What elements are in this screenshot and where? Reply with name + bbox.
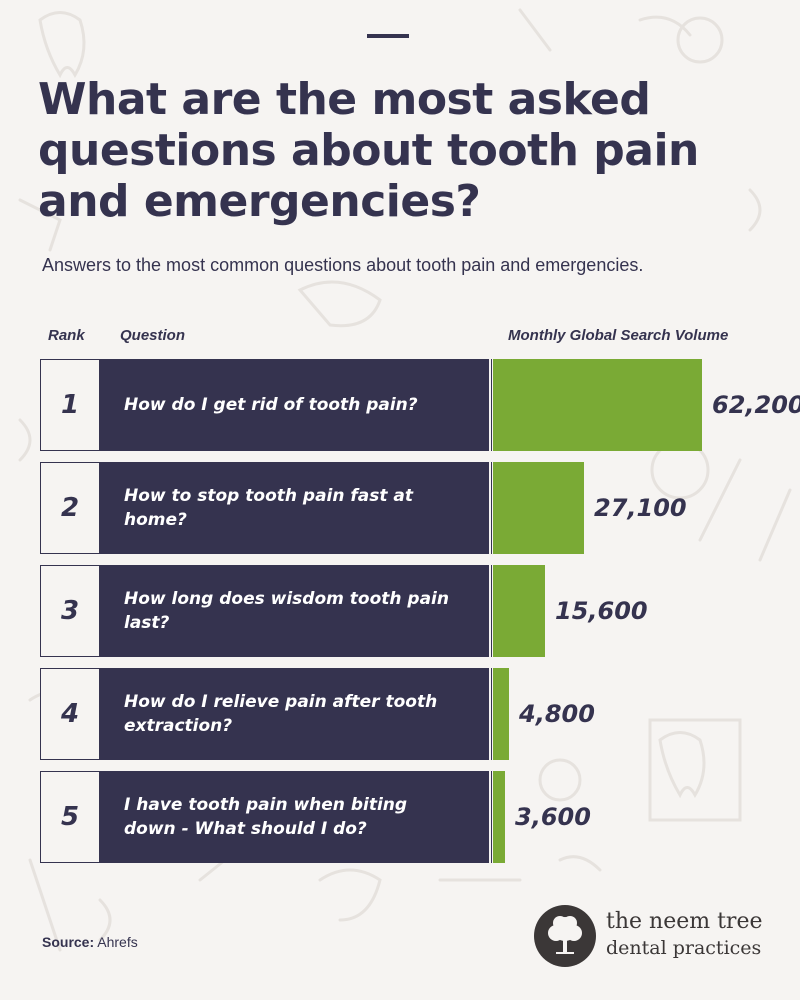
- question-label-box: How long does wisdom tooth pain last?: [100, 565, 489, 657]
- tree-icon: [534, 905, 596, 967]
- source-note: Source: Ahrefs: [42, 934, 138, 950]
- rank-number: 2: [40, 462, 100, 554]
- question-label-box: How do I get rid of tooth pain?: [100, 359, 489, 451]
- rank-number: 4: [40, 668, 100, 760]
- question-label: How to stop tooth pain fast at home?: [124, 486, 414, 530]
- source-label: Source:: [42, 934, 95, 950]
- bar-baseline: [491, 462, 492, 554]
- page-subtitle: Answers to the most common questions abo…: [42, 255, 644, 275]
- brand-logo: the neem tree dental practices: [534, 905, 774, 969]
- source-value: Ahrefs: [97, 934, 138, 950]
- volume-column-header: Monthly Global Search Volume: [508, 327, 729, 344]
- bar-value-label: 3,600: [515, 803, 591, 831]
- bar: [493, 359, 702, 451]
- bar-baseline: [491, 771, 492, 863]
- bar-baseline: [491, 668, 492, 760]
- question-label: I have tooth pain when biting down - Wha…: [124, 795, 408, 839]
- question-label: How do I get rid of tooth pain?: [124, 395, 418, 415]
- logo-name-line: the neem tree: [606, 909, 763, 934]
- chart-row: 3 How long does wisdom tooth pain last? …: [40, 565, 780, 657]
- question-label-box: How to stop tooth pain fast at home?: [100, 462, 489, 554]
- question-label: How long does wisdom tooth pain last?: [124, 589, 449, 633]
- question-label-box: I have tooth pain when biting down - Wha…: [100, 771, 489, 863]
- page-title: What are the most asked questions about …: [38, 74, 699, 227]
- bar: [493, 565, 545, 657]
- bar: [493, 668, 509, 760]
- bar-value-label: 27,100: [594, 494, 687, 522]
- chart-row: 1 How do I get rid of tooth pain? 62,200: [40, 359, 800, 451]
- chart-row: 2 How to stop tooth pain fast at home? 2…: [40, 462, 780, 554]
- chart-row: 5 I have tooth pain when biting down - W…: [40, 771, 780, 863]
- question-column-header: Question: [120, 327, 186, 344]
- bar-baseline: [491, 565, 492, 657]
- bar: [493, 771, 505, 863]
- bar-baseline: [491, 359, 492, 451]
- bar-value-label: 4,800: [519, 700, 595, 728]
- logo-tagline-line: dental practices: [606, 937, 762, 959]
- bar-value-label: 15,600: [555, 597, 648, 625]
- rank-number: 3: [40, 565, 100, 657]
- bar: [493, 462, 584, 554]
- rank-column-header: Rank: [48, 327, 85, 344]
- top-accent-bar: [367, 34, 409, 38]
- bar-value-label: 62,200: [712, 391, 800, 419]
- rank-number: 1: [40, 359, 100, 451]
- chart-row: 4 How do I relieve pain after tooth extr…: [40, 668, 780, 760]
- question-label: How do I relieve pain after tooth extrac…: [124, 692, 438, 736]
- question-label-box: How do I relieve pain after tooth extrac…: [100, 668, 489, 760]
- rank-number: 5: [40, 771, 100, 863]
